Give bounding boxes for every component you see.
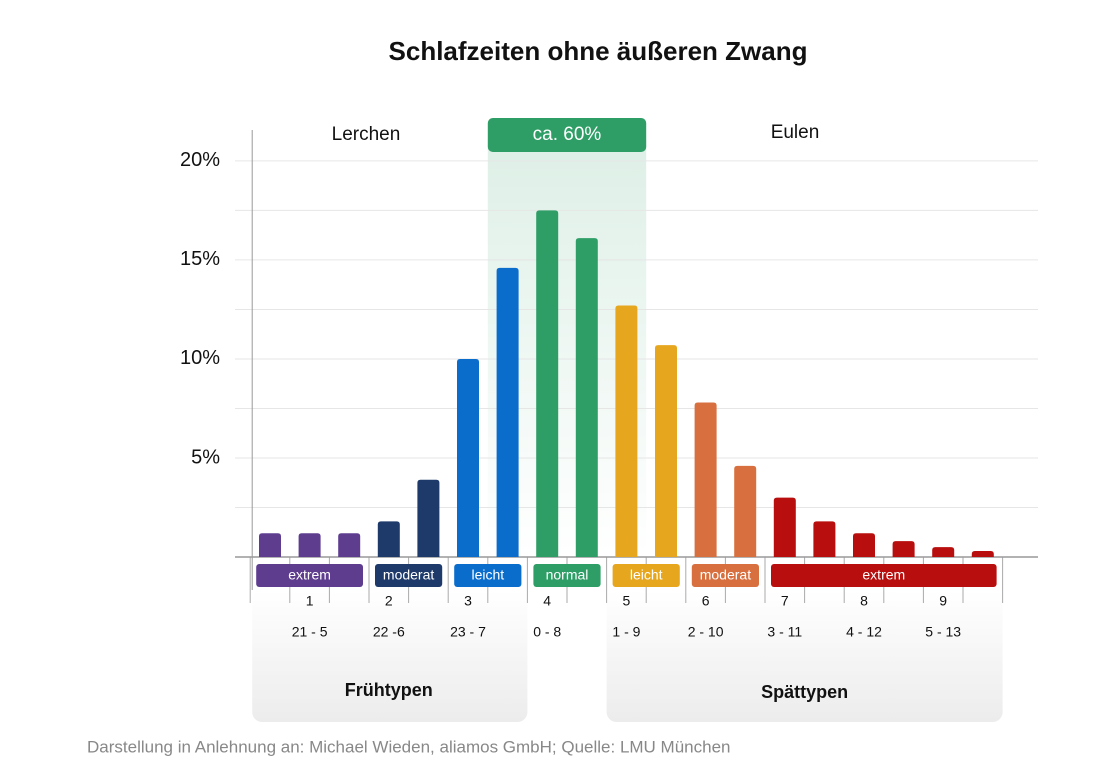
chronotype-number: 1 [306, 593, 314, 609]
group-label: extrem [862, 567, 905, 583]
bar [457, 358, 479, 557]
bar [496, 267, 519, 557]
bar [813, 521, 836, 557]
bar [773, 497, 796, 557]
chronotype-hours: 0 - 8 [533, 624, 561, 640]
bar [655, 345, 677, 557]
bar [971, 551, 994, 557]
chronotype-number: 4 [543, 593, 551, 609]
group-pill [771, 564, 997, 587]
panel [252, 590, 528, 722]
panel-label: Spättypen [761, 682, 848, 702]
bar [259, 533, 281, 557]
chronotype-hours: 1 - 9 [612, 624, 640, 640]
group-pill [533, 564, 601, 587]
chronotype-number: 5 [623, 593, 631, 609]
y-tick-label: 10% [180, 347, 220, 369]
source: Darstellung in Anlehnung an: Michael Wie… [87, 737, 731, 756]
chronotype-hours: 22 -6 [373, 624, 405, 640]
bar [298, 533, 321, 557]
annotation: Lerchen [332, 124, 401, 145]
chronotype-number: 7 [781, 593, 789, 609]
panel [606, 590, 1003, 722]
annotation: Eulen [771, 122, 820, 143]
chronotype-number: 8 [860, 593, 868, 609]
y-tick-label: 15% [180, 248, 220, 270]
chronotype-hours: 2 - 10 [688, 624, 724, 640]
y-tick-label: 5% [191, 446, 220, 468]
group-pill [691, 564, 759, 587]
bar [377, 521, 400, 557]
chronotype-number: 6 [702, 593, 710, 609]
chronotype-number: 2 [385, 593, 393, 609]
bar [338, 533, 361, 557]
group-pill [454, 564, 522, 587]
bar [892, 541, 915, 557]
bar [615, 305, 638, 557]
chronotype-hours: 3 - 11 [767, 624, 802, 640]
group-label: normal [546, 567, 589, 583]
bar [734, 465, 757, 557]
group-label: moderat [700, 567, 751, 583]
bar [575, 238, 598, 557]
bar [694, 402, 717, 557]
chronotype-hours: 21 - 5 [292, 624, 328, 640]
y-tick-label: 20% [180, 149, 220, 171]
bar [853, 533, 875, 557]
bar [536, 210, 559, 558]
group-pill [375, 564, 443, 587]
chart-title: Schlafzeiten ohne äußeren Zwang [389, 36, 808, 66]
chronotype-hours: 5 - 13 [925, 624, 961, 640]
bar [932, 547, 955, 557]
panel-label: Frühtypen [345, 680, 433, 700]
group-pill [256, 564, 363, 587]
group-label: leicht [471, 567, 504, 583]
chronotype-number: 9 [939, 593, 947, 609]
chronotype-hours: 4 - 12 [846, 624, 882, 640]
group-label: leicht [630, 567, 663, 583]
group-label: moderat [383, 567, 434, 583]
highlight-label: ca. 60% [533, 124, 602, 145]
bar [417, 479, 440, 557]
group-pill [612, 564, 680, 587]
chronotype-number: 3 [464, 593, 472, 609]
chronotype-hours: 23 - 7 [450, 624, 486, 640]
highlight-header [487, 118, 647, 152]
group-label: extrem [288, 567, 331, 583]
